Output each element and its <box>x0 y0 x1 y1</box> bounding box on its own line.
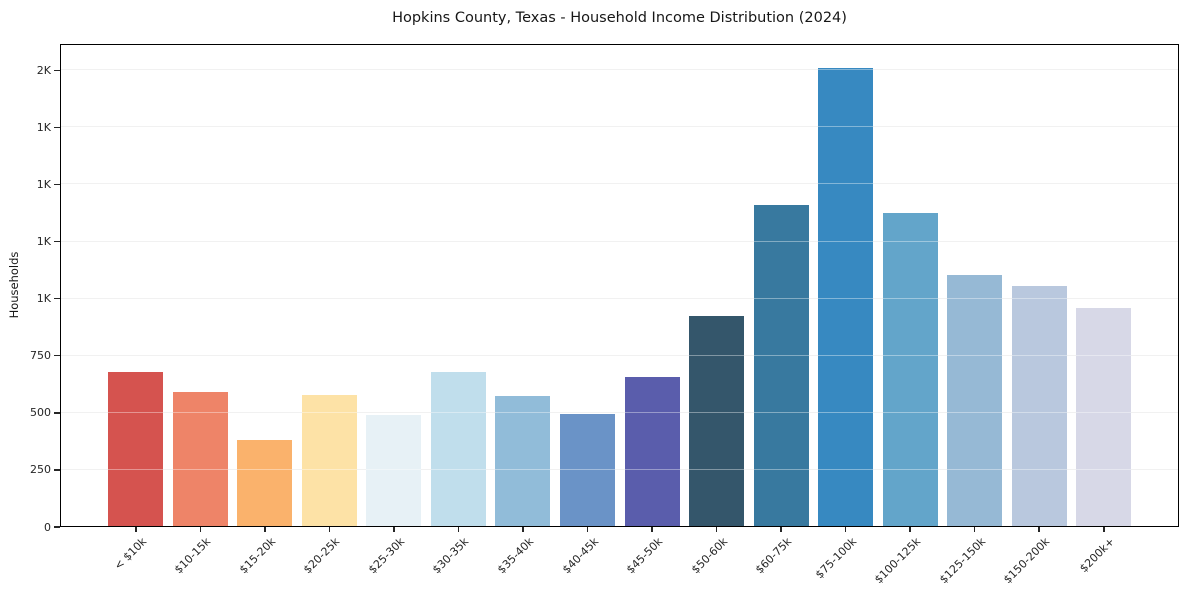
x-tick-mark <box>457 527 460 532</box>
x-tick-mark <box>522 527 524 532</box>
y-tick-mark <box>54 126 60 129</box>
x-tick-label: $125-150k <box>936 535 988 587</box>
gridline <box>60 468 1179 470</box>
x-tick-mark <box>199 527 202 532</box>
x-tick-mark <box>1038 527 1040 532</box>
x-tick-mark <box>393 527 395 532</box>
x-tick-label: $45-50k <box>623 535 666 577</box>
bar-7 <box>495 396 551 527</box>
y-tick-mark <box>54 297 60 300</box>
bar-12 <box>818 67 874 527</box>
x-tick-mark <box>264 527 266 532</box>
y-tick-label: 0 <box>44 520 51 534</box>
x-tick-mark <box>328 527 331 532</box>
gridline-overlay <box>60 297 1179 299</box>
y-tick-label: 500 <box>30 406 51 420</box>
bar-11 <box>753 205 809 527</box>
x-tick-mark <box>909 527 911 532</box>
bar-10 <box>689 315 745 527</box>
x-tick-mark <box>780 527 782 532</box>
x-tick-mark <box>135 527 137 532</box>
y-tick-mark <box>54 183 60 186</box>
bar-15 <box>1011 286 1067 527</box>
bar-13 <box>882 213 938 527</box>
x-tick-label: $15-20k <box>236 535 279 577</box>
gridline <box>60 354 1179 356</box>
x-tick-label: $200k+ <box>1076 535 1117 576</box>
y-tick-label: 1K <box>36 235 51 249</box>
x-tick-mark <box>1103 527 1105 532</box>
y-tick-label: 1K <box>36 120 51 134</box>
bar-5 <box>366 415 422 527</box>
x-tick-label: $10-15k <box>172 535 214 577</box>
gridline <box>60 297 1179 299</box>
x-tick-label: $40-45k <box>559 535 601 577</box>
y-tick-label: 2K <box>36 63 51 77</box>
gridline-overlay <box>60 468 1179 470</box>
y-axis-title: Households <box>7 251 21 319</box>
x-tick-label: $35-40k <box>494 535 537 577</box>
plot-area <box>60 44 1179 527</box>
x-tick-label: $100-125k <box>872 535 924 587</box>
bar-3 <box>237 439 293 527</box>
x-tick-label: < $10k <box>111 535 149 573</box>
gridline-overlay <box>60 126 1179 128</box>
x-tick-mark <box>651 527 653 532</box>
bar-6 <box>430 371 486 527</box>
bar-16 <box>1076 308 1132 527</box>
y-tick-mark <box>54 354 60 357</box>
gridline-overlay <box>60 411 1179 413</box>
x-tick-mark <box>715 527 718 532</box>
x-tick-label: $50-60k <box>688 535 730 577</box>
x-tick-mark <box>844 527 847 532</box>
y-tick-mark <box>54 240 60 243</box>
bar-4 <box>301 395 357 527</box>
x-tick-label: $75-100k <box>812 535 859 582</box>
gridline <box>60 183 1179 185</box>
y-tick-label: 250 <box>30 463 51 477</box>
gridline-overlay <box>60 240 1179 242</box>
gridline <box>60 411 1179 413</box>
x-tick-label: $60-75k <box>753 535 795 577</box>
gridline <box>60 240 1179 242</box>
gridline-overlay <box>60 183 1179 185</box>
bar-14 <box>947 274 1003 527</box>
y-tick-mark <box>54 526 60 528</box>
y-tick-mark <box>54 469 60 471</box>
bar-9 <box>624 377 680 527</box>
bar-1 <box>108 371 164 527</box>
y-tick-label: 1K <box>36 292 51 306</box>
x-tick-label: $20-25k <box>301 535 343 577</box>
x-tick-label: $25-30k <box>365 535 408 577</box>
y-tick-mark <box>54 69 60 71</box>
bar-2 <box>172 392 228 527</box>
x-tick-mark <box>586 527 589 532</box>
x-tick-mark <box>973 527 976 532</box>
gridline-overlay <box>60 69 1179 71</box>
y-tick-label: 750 <box>30 349 51 363</box>
x-tick-label: $30-35k <box>430 535 472 577</box>
chart-title: Hopkins County, Texas - Household Income… <box>392 10 847 26</box>
bar-8 <box>560 414 615 527</box>
y-tick-mark <box>54 412 60 414</box>
gridline <box>60 69 1179 71</box>
gridline <box>60 126 1179 128</box>
x-tick-label: $150-200k <box>1001 535 1053 587</box>
gridline-overlay <box>60 354 1179 356</box>
y-tick-label: 1K <box>36 177 51 191</box>
